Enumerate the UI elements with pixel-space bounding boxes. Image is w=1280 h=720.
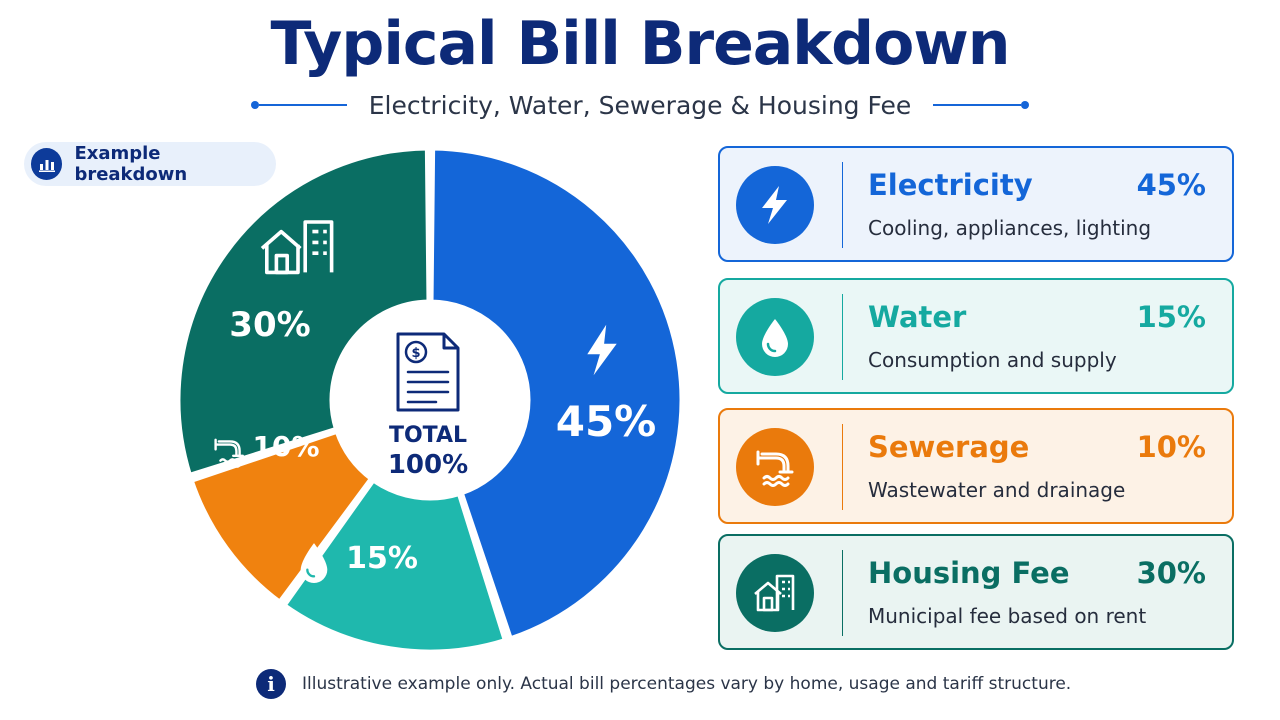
house-building-icon: [260, 220, 334, 275]
lightning-icon: [587, 324, 617, 376]
legend-name: Water: [868, 300, 967, 334]
legend-name: Housing Fee: [868, 556, 1070, 590]
donut-slice-water: [280, 476, 509, 655]
example-badge: Example breakdown: [24, 142, 276, 186]
slice-value-label: 10%: [252, 430, 319, 463]
water-drop-icon: [300, 543, 328, 583]
donut-slice-sewerage: [187, 428, 376, 606]
slice-value-label: 30%: [229, 305, 310, 345]
legend-card-housing-fee: Housing Fee 30% Municipal fee based on r…: [718, 534, 1234, 650]
footer-note: i Illustrative example only. Actual bill…: [256, 668, 1071, 700]
example-badge-label: Example breakdown: [74, 143, 188, 185]
subtitle-divider-left: [250, 101, 347, 109]
subtitle-divider-right: [933, 101, 1030, 109]
legend-name: Electricity: [868, 168, 1033, 202]
legend-description: Wastewater and drainage: [868, 478, 1126, 502]
lightning-icon: [736, 166, 814, 244]
legend-percentage: 45%: [1136, 168, 1206, 202]
legend-description: Cooling, appliances, lighting: [868, 216, 1152, 240]
bar-chart-icon: [31, 148, 63, 180]
subtitle-row: Electricity, Water, Sewerage & Housing F…: [0, 88, 1280, 122]
page-subtitle: Electricity, Water, Sewerage & Housing F…: [368, 90, 912, 120]
slice-value-label: 45%: [556, 397, 657, 446]
legend-description: Consumption and supply: [868, 348, 1117, 372]
footer-note-text: Illustrative example only. Actual bill p…: [302, 674, 1072, 694]
pipe-icon: [736, 428, 814, 506]
water-drop-icon: [736, 298, 814, 376]
page-title: Typical Bill Breakdown: [270, 9, 1011, 79]
svg-text:$: $: [411, 346, 420, 361]
card-divider: [842, 294, 843, 380]
donut-center-value: 100%: [388, 450, 468, 480]
card-divider: [842, 424, 843, 510]
document-dollar-icon: $: [396, 332, 460, 412]
card-divider: [842, 550, 843, 636]
house-building-icon: [736, 554, 814, 632]
donut-center-label: TOTAL: [389, 423, 467, 448]
legend-card-electricity: Electricity 45% Cooling, appliances, lig…: [718, 146, 1234, 262]
donut-slice-housing-fee: [175, 145, 432, 479]
legend-card-sewerage: Sewerage 10% Wastewater and drainage: [718, 408, 1234, 524]
pipe-icon: [214, 438, 245, 468]
legend-description: Municipal fee based on rent: [868, 604, 1147, 628]
legend-percentage: 10%: [1136, 430, 1206, 464]
legend-card-water: Water 15% Consumption and supply: [718, 278, 1234, 394]
card-divider: [842, 162, 843, 248]
legend-name: Sewerage: [868, 430, 1030, 464]
slice-value-label: 15%: [346, 541, 418, 576]
donut-slice-electricity: [428, 145, 685, 643]
legend-percentage: 15%: [1136, 300, 1206, 334]
legend-percentage: 30%: [1136, 556, 1206, 590]
info-icon: i: [256, 669, 286, 699]
